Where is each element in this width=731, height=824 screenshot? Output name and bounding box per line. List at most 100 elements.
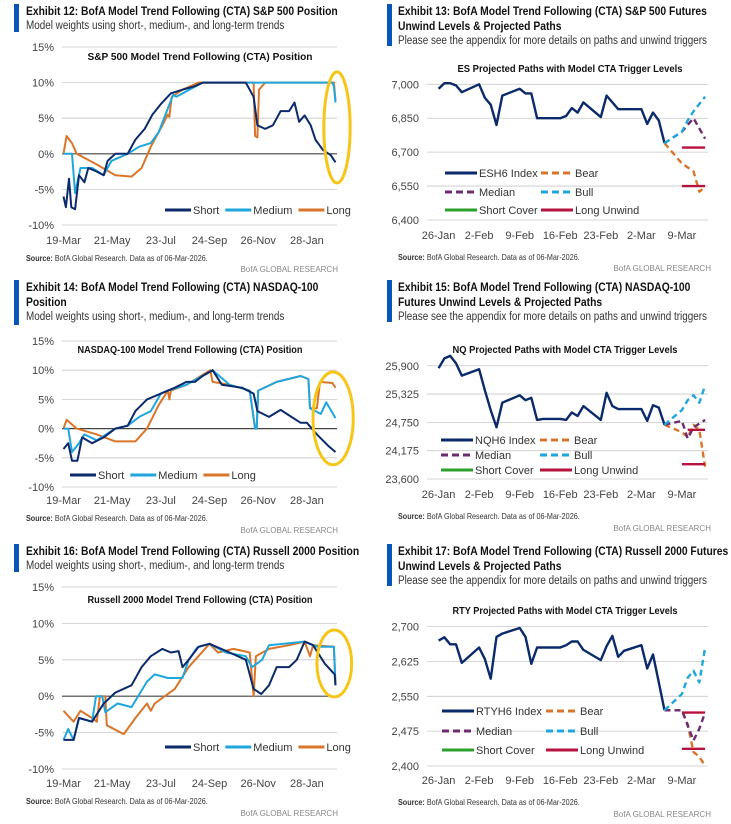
y-tick-label: 15% [32, 42, 54, 54]
x-tick-label: 23-Jul [146, 495, 176, 507]
chart-0: 15% 10% 5% 0% -5% -10% 19-Mar 21-May 23-Jul 24-Se… [28, 42, 352, 247]
x-tick-label: 26-Jan [422, 775, 456, 787]
exhibit-13-header: Exhibit 13: BofA Model Trend Following (… [398, 4, 707, 48]
legend-label: Bull [574, 450, 592, 462]
x-tick-label: 9-Feb [505, 489, 534, 501]
source-text: BofA Global Research. Data as of 06-Mar-… [52, 254, 208, 263]
x-tick-label: 21-May [94, 495, 131, 507]
x-tick-label: 23-Feb [583, 489, 618, 501]
legend-label: Medium [253, 742, 292, 754]
legend-label: Long [326, 742, 350, 754]
x-tick-label: 26-Jan [422, 230, 456, 242]
legend-label: Long [231, 470, 255, 482]
legend-label: Medium [253, 205, 292, 217]
y-tick-label: 5% [38, 394, 54, 406]
exhibit-14-subtitle: Model weights using short-, medium-, and… [26, 311, 285, 323]
y-tick-label: 15% [32, 582, 54, 594]
series-line-short [62, 81, 337, 211]
y-tick-label: 6,550 [391, 181, 419, 193]
series-line-bull [663, 385, 707, 426]
y-tick-label: 25,325 [385, 389, 419, 401]
exhibit-17-source: Source: BofA Global Research. Data as of… [398, 798, 580, 807]
x-tick-label: 23-Jul [146, 235, 176, 247]
exhibit-13-subtitle: Please see the appendix for more details… [398, 35, 707, 47]
legend-label: Bear [575, 168, 599, 180]
x-tick-label: 19-Mar [46, 778, 81, 790]
exhibit-12-brand: BofA GLOBAL RESEARCH [240, 265, 338, 274]
exhibit-12-header: Exhibit 12: BofA Model Trend Following (… [26, 4, 338, 33]
x-tick-label: 24-Sep [192, 235, 227, 247]
exhibit-15-source: Source: BofA Global Research. Data as of… [398, 512, 580, 521]
chart-title: RTY Projected Paths with Model CTA Trigg… [453, 605, 678, 617]
series-line-bear [664, 709, 707, 767]
y-tick-label: 2,550 [391, 691, 419, 703]
y-tick-label: 24,750 [385, 417, 419, 429]
legend-label: Bear [574, 435, 598, 447]
exhibit-13-brand: BofA GLOBAL RESEARCH [613, 264, 711, 273]
series-line-medium [63, 81, 337, 194]
exhibit-17-title-line-1: Exhibit 17: BofA Model Trend Following (… [398, 544, 729, 558]
y-tick-label: 10% [32, 618, 54, 630]
series-line-medium [63, 369, 337, 453]
x-tick-label: 16-Feb [543, 230, 578, 242]
exhibit-16-accent-bar [14, 544, 19, 572]
x-tick-label: 2-Feb [465, 775, 494, 787]
exhibit-13-source: Source: BofA Global Research. Data as of… [398, 253, 580, 262]
exhibit-12-title: Exhibit 12: BofA Model Trend Following (… [26, 4, 338, 18]
legend-label: Short Cover [475, 465, 534, 477]
x-tick-label: 2-Mar [627, 489, 656, 501]
legend-label: Median [475, 450, 511, 462]
series-line-median [663, 117, 707, 145]
x-tick-label: 28-Jan [290, 778, 324, 790]
legend-label: Median [479, 187, 515, 199]
x-tick-label: 9-Mar [668, 489, 697, 501]
exhibit-12-accent-bar [14, 4, 19, 32]
series-line-bear [663, 142, 706, 193]
x-tick-label: 9-Mar [668, 775, 697, 787]
exhibit-14-brand: BofA GLOBAL RESEARCH [240, 526, 338, 535]
y-tick-label: -10% [28, 764, 54, 776]
x-tick-label: 16-Feb [543, 489, 578, 501]
source-label: Source: [26, 514, 53, 523]
x-tick-label: 21-May [94, 235, 131, 247]
x-tick-label: 26-Jan [422, 489, 456, 501]
series-line-rtyh6-index [438, 626, 666, 711]
highlight-ellipse [315, 628, 354, 699]
exhibit-15-brand: BofA GLOBAL RESEARCH [613, 524, 711, 533]
y-tick-label: 15% [32, 336, 54, 348]
y-tick-label: 24,175 [385, 446, 419, 458]
series-line-median [664, 709, 707, 742]
series-line-short [62, 369, 337, 462]
y-tick-label: 5% [38, 113, 54, 125]
legend-label: Long Unwind [575, 205, 639, 217]
exhibit-13-accent-bar [387, 4, 392, 46]
x-tick-label: 16-Feb [543, 775, 578, 787]
source-text: BofA Global Research. Data as of 06-Mar-… [52, 797, 208, 806]
exhibit-17-title-line-2: Unwind Levels & Projected Paths [398, 559, 562, 573]
series-line-long [62, 640, 337, 736]
y-tick-label: 0% [38, 149, 54, 161]
source-label: Source: [26, 797, 53, 806]
y-tick-label: 5% [38, 655, 54, 667]
source-text: BofA Global Research. Data as of 06-Mar-… [424, 512, 580, 521]
y-tick-label: -5% [34, 728, 54, 740]
x-tick-label: 26-Nov [240, 235, 276, 247]
chart-4: 15% 10% 5% 0% -5% -10% 19-Mar 21-May 23-Jul 24-Se… [28, 582, 354, 790]
series-line-bull [663, 647, 707, 712]
y-tick-label: 10% [32, 78, 54, 90]
series-line-long [62, 81, 337, 178]
exhibit-15-title-line-1: Exhibit 15: BofA Model Trend Following (… [398, 280, 691, 294]
exhibit-14-header: Exhibit 14: BofA Model Trend Following (… [26, 280, 318, 324]
legend-label: Median [476, 726, 512, 738]
series-line-esh6-index [437, 82, 666, 144]
y-tick-label: 6,400 [391, 215, 419, 227]
legend-label: Long [326, 205, 350, 217]
legend-label: ESH6 Index [479, 168, 538, 180]
x-tick-label: 2-Mar [627, 230, 656, 242]
exhibit-16-brand: BofA GLOBAL RESEARCH [240, 809, 338, 818]
legend-label: Short Cover [479, 205, 538, 217]
exhibit-17-brand: BofA GLOBAL RESEARCH [613, 810, 711, 819]
source-text: BofA Global Research. Data as of 06-Mar-… [424, 798, 580, 807]
y-tick-label: 25,900 [385, 361, 419, 373]
